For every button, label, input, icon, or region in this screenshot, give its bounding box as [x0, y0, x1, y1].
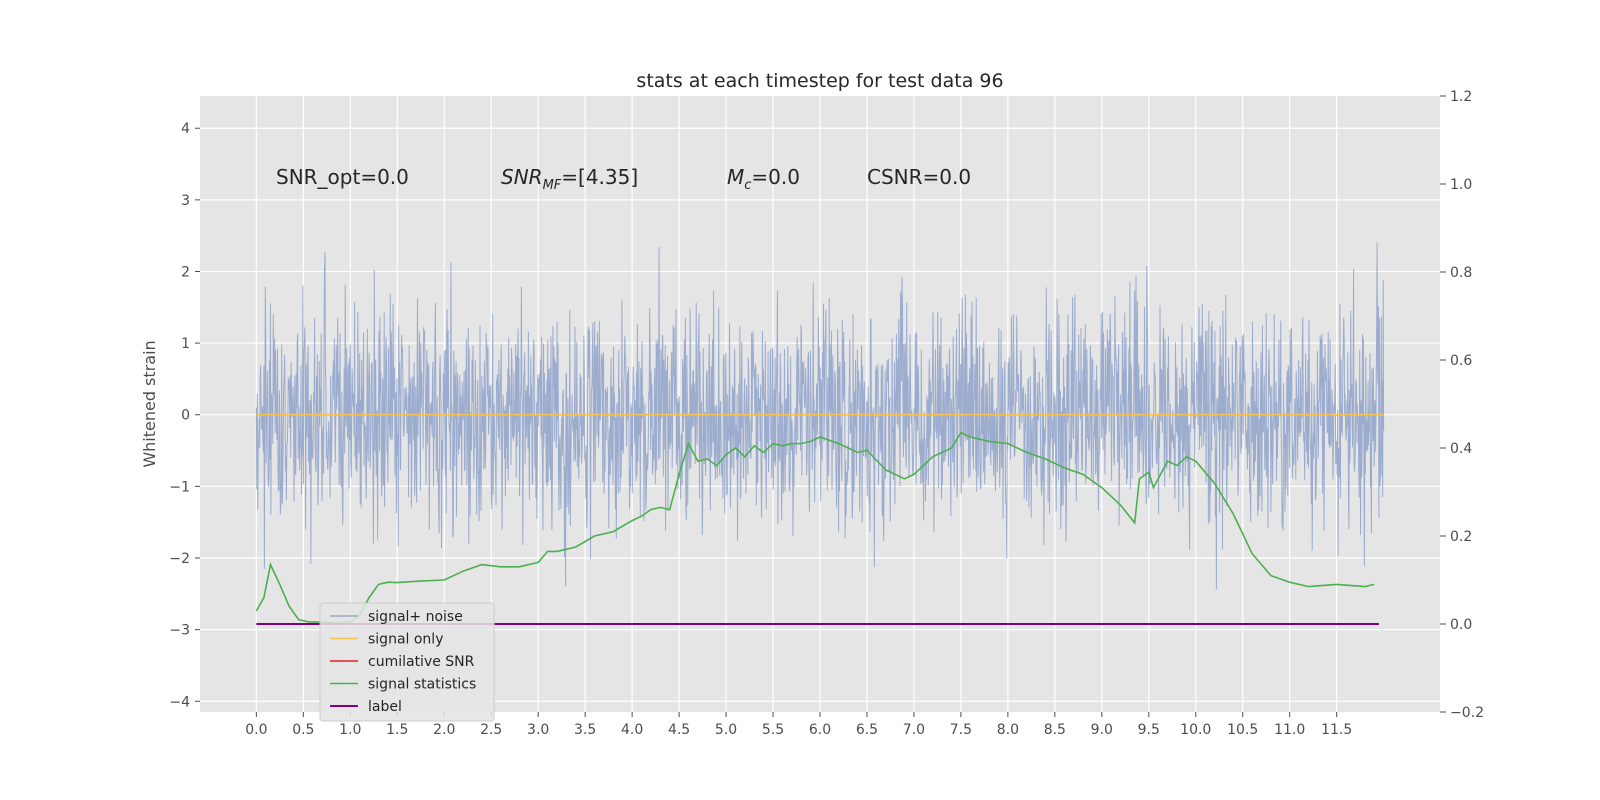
x-tick-label: 4.0 — [621, 722, 643, 738]
x-tick-label: 2.5 — [480, 722, 502, 738]
annotation-snr-mf-value: =[4.35] — [561, 165, 638, 189]
x-tick-label: 2.0 — [433, 722, 455, 738]
x-tick-label: 5.5 — [762, 722, 784, 738]
annotation-csnr: CSNR=0.0 — [867, 165, 971, 189]
x-tick-label: 10.0 — [1180, 722, 1211, 738]
annotation-snr-mf-sub: MF — [543, 178, 562, 193]
legend-label: cumilative SNR — [368, 654, 475, 670]
x-tick-label: 9.5 — [1138, 722, 1160, 738]
legend-label: signal statistics — [368, 677, 476, 693]
legend-label: label — [368, 699, 402, 715]
x-tick-label: 0.0 — [245, 722, 267, 738]
chart-title: stats at each timestep for test data 96 — [636, 70, 1003, 92]
x-tick-label: 3.5 — [574, 722, 596, 738]
x-tick-label: 7.0 — [903, 722, 925, 738]
x-tick-label: 11.0 — [1274, 722, 1305, 738]
series-signal-statistics — [255, 431, 1375, 624]
y-tick-label: 4 — [181, 121, 190, 137]
y-tick-label: 3 — [181, 193, 190, 209]
y2-tick-label: −0.2 — [1450, 705, 1484, 721]
y-axis-right: 1.2 1.0 0.8 0.6 0.4 0.2 0.0 −0.2 — [1440, 89, 1484, 721]
x-tick-label: 10.5 — [1227, 722, 1258, 738]
annotation-snr-mf: SNRMF=[4.35] — [501, 165, 638, 193]
x-tick-label: 5.0 — [715, 722, 737, 738]
y2-tick-label: 0.0 — [1450, 617, 1472, 633]
x-tick-label: 1.5 — [386, 722, 408, 738]
signal-noise-trace — [255, 242, 1385, 590]
annotation-mc: Mc=0.0 — [727, 165, 800, 193]
y2-tick-label: 1.0 — [1450, 177, 1472, 193]
y-axis-label: Whitened strain — [140, 340, 159, 467]
x-tick-label: 11.5 — [1321, 722, 1352, 738]
x-tick-label: 1.0 — [339, 722, 361, 738]
annotation-mc-base: M — [727, 165, 744, 189]
y2-tick-label: 0.4 — [1450, 441, 1472, 457]
x-tick-label: 8.5 — [1044, 722, 1066, 738]
x-tick-label: 8.0 — [997, 722, 1019, 738]
legend-label: signal only — [368, 632, 443, 648]
y-axis-left: 4 3 2 1 0 −1 −2 −3 −4 — [169, 121, 200, 710]
y-tick-label: −3 — [169, 623, 190, 639]
y-tick-label: −4 — [169, 694, 190, 710]
x-tick-label: 9.0 — [1091, 722, 1113, 738]
legend: signal+ noise signal only cumilative SNR si… — [319, 602, 495, 722]
y-tick-label: 2 — [181, 264, 190, 280]
annotation-mc-sub: c — [744, 178, 751, 193]
annotation-snr-opt: SNR_opt=0.0 — [276, 165, 409, 189]
x-tick-label: 3.0 — [527, 722, 549, 738]
x-axis: 0.0 0.5 1.0 1.5 2.0 2.5 3.0 3.5 4.0 4.5 5.0 5.5 6.0 6… — [245, 712, 1352, 738]
y-tick-label: −1 — [169, 479, 190, 495]
x-tick-label: 6.5 — [856, 722, 878, 738]
y-tick-label: −2 — [169, 551, 190, 567]
annotation-snr-mf-base: SNR — [501, 165, 543, 189]
y2-tick-label: 0.8 — [1450, 265, 1472, 281]
legend-box — [319, 602, 495, 722]
y2-tick-label: 0.6 — [1450, 353, 1472, 369]
x-tick-label: 0.5 — [292, 722, 314, 738]
x-tick-label: 4.5 — [668, 722, 690, 738]
y-tick-label: 1 — [181, 336, 190, 352]
x-tick-label: 6.0 — [809, 722, 831, 738]
annotation-mc-value: =0.0 — [751, 165, 800, 189]
series-signal-noise — [255, 242, 1385, 590]
legend-label: signal+ noise — [368, 609, 463, 625]
y-tick-label: 0 — [181, 408, 190, 424]
y2-tick-label: 1.2 — [1450, 89, 1472, 105]
x-tick-label: 7.5 — [950, 722, 972, 738]
y2-tick-label: 0.2 — [1450, 529, 1472, 545]
